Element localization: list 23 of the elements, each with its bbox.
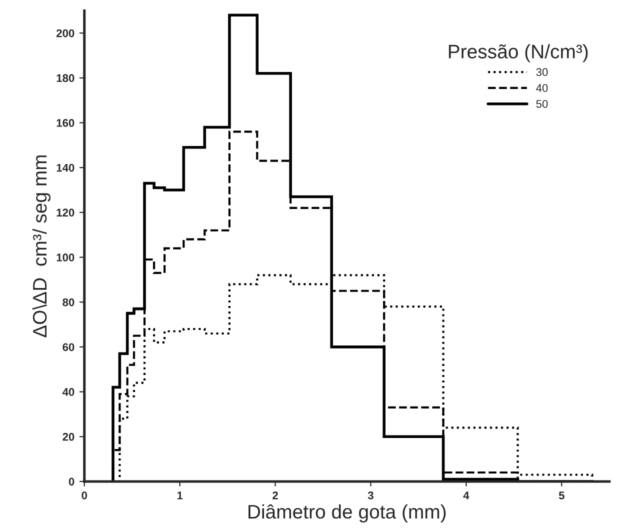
x-tick-label: 5	[558, 492, 564, 500]
x-axis-title: Diâmetro de gota (mm)	[248, 504, 446, 523]
legend-label: 30	[536, 68, 548, 76]
y-tick-label: 20	[62, 432, 74, 441]
x-tick-label: 1	[177, 492, 183, 500]
y-tick-label: 120	[56, 208, 74, 217]
y-tick-label: 0	[68, 478, 74, 486]
x-tick-label: 0	[82, 491, 88, 500]
y-tick-label: 80	[62, 298, 74, 306]
legend-label: 40	[536, 84, 548, 92]
x-tick-label: 3	[368, 491, 374, 500]
y-tick-label: 200	[56, 29, 74, 38]
y-tick-label: 60	[62, 343, 74, 352]
x-tick-label: 2	[272, 491, 278, 500]
y-tick-label: 100	[56, 254, 74, 262]
y-tick-label: 140	[56, 164, 74, 172]
y-tick-label: 180	[56, 74, 74, 82]
x-tick-label: 4	[463, 492, 470, 500]
legend-title: Pressão (N/cm³)	[448, 44, 588, 62]
y-tick-label: 40	[62, 388, 74, 396]
y-tick-label: 160	[56, 119, 74, 127]
legend-label: 50	[536, 100, 548, 108]
y-axis-title: ΔO\ΔD cm³/ seg mm	[32, 155, 51, 338]
